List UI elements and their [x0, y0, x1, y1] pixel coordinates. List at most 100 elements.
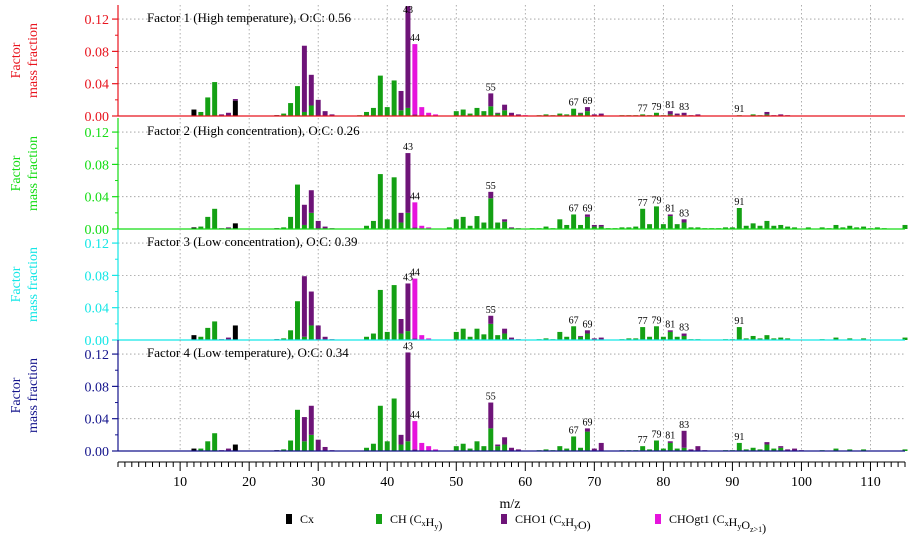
- peak-label-69: 69: [582, 203, 592, 214]
- bar-mz31-cho1: [322, 336, 328, 340]
- peak-label-81: 81: [665, 319, 675, 330]
- bar-mz18-cx: [232, 100, 238, 116]
- bar-mz55-cho1: [488, 191, 494, 199]
- bar-mz105-ch: [833, 224, 839, 229]
- y-axis-label: mass fraction: [26, 247, 41, 322]
- bar-mz27-ch: [295, 86, 300, 116]
- bar-mz65-ch: [557, 331, 563, 340]
- bar-mz82-ch: [674, 224, 680, 229]
- bar-mz29-cho1: [308, 190, 314, 213]
- bar-mz69-ch: [584, 431, 590, 451]
- bar-mz43-cho1: [405, 6, 411, 108]
- bar-mz17-cho1: [225, 448, 231, 451]
- bar-mz84-ch: [688, 227, 694, 229]
- bar-mz83-cho1: [681, 219, 687, 223]
- bar-mz93-ch: [750, 223, 756, 229]
- bar-mz40-ch: [384, 107, 390, 116]
- bar-mz56-cho1: [495, 444, 501, 447]
- bar-mz69-cho1: [584, 428, 590, 432]
- bar-mz52-ch: [467, 113, 473, 116]
- bar-mz29-cho1: [308, 74, 314, 106]
- bar-mz44-chogt1: [412, 278, 418, 339]
- legend-swatch-cx: [286, 514, 292, 524]
- bar-mz44-chogt1: [412, 202, 418, 228]
- bar-mz50-ch: [453, 219, 459, 229]
- bar-mz81-cho1: [667, 214, 673, 217]
- bar-mz96-ch: [771, 338, 777, 340]
- peak-label-81: 81: [665, 100, 675, 111]
- bar-mz39-ch: [377, 289, 383, 340]
- bar-mz97-cho1: [778, 446, 784, 448]
- bar-mz14-ch: [205, 441, 211, 451]
- y-axis-label: Factor: [9, 155, 24, 191]
- bar-mz46-chogt1: [426, 112, 432, 116]
- bar-mz70-cho1: [591, 224, 597, 227]
- bar-mz50-ch: [453, 111, 459, 116]
- bar-mz44-cho1: [412, 449, 418, 451]
- bar-mz43-cho1: [405, 153, 411, 213]
- bar-mz115-ch: [902, 224, 908, 229]
- bar-mz115-ch: [902, 449, 908, 451]
- bar-mz44-chogt1: [412, 44, 418, 115]
- bar-mz26-ch: [288, 330, 294, 340]
- bar-mz27-ch: [295, 301, 300, 340]
- bar-mz45-chogt1: [419, 107, 425, 116]
- panel-1: 0.00 0.04 0.08 0.12 Factor mass fraction Facto…: [9, 5, 905, 125]
- bar-mz105-ch: [833, 448, 839, 451]
- bar-mz77-ch: [640, 327, 646, 340]
- x-tick-label: 50: [449, 475, 463, 490]
- bar-mz29-cho1: [308, 405, 314, 435]
- bar-mz95-ch: [764, 114, 770, 116]
- bar-mz15-ch: [212, 208, 218, 229]
- bar-mz46-chogt1: [426, 446, 432, 451]
- bar-mz30-cho1: [315, 220, 321, 229]
- bar-mz27-ch: [295, 409, 300, 451]
- bar-mz39-ch: [377, 405, 383, 451]
- bar-mz30-cho1: [315, 99, 321, 116]
- x-tick-label: 100: [791, 475, 812, 490]
- peak-label-77: 77: [638, 316, 648, 327]
- bar-mz98-ch: [785, 338, 791, 340]
- x-tick-label: 20: [242, 475, 256, 490]
- bar-mz38-ch: [370, 443, 376, 451]
- y-axis-label: Factor: [9, 42, 24, 78]
- bar-mz71-cho1: [598, 442, 604, 451]
- bar-mz82-ch: [674, 336, 680, 340]
- bar-mz69-cho1: [584, 107, 590, 112]
- bar-mz109-ch: [861, 226, 867, 229]
- peak-label-91: 91: [734, 197, 744, 208]
- bar-mz82-ch: [674, 448, 680, 451]
- peak-label-79: 79: [651, 430, 661, 441]
- legend-swatch-ch: [376, 514, 382, 524]
- x-tick-label: 90: [725, 475, 739, 490]
- panel-4: 0.00 0.04 0.08 0.12 Factor mass fraction Facto…: [9, 340, 908, 460]
- bar-mz50-ch: [453, 331, 459, 340]
- bar-mz25-ch: [281, 449, 287, 451]
- bar-mz56-cho1: [495, 112, 501, 114]
- bar-mz68-cho1: [578, 112, 584, 114]
- bar-mz42-ch: [398, 333, 404, 340]
- bar-mz81-ch: [667, 331, 673, 340]
- bar-mz95-ch: [764, 220, 770, 229]
- peak-label-91: 91: [734, 432, 744, 443]
- bar-mz31-cho1: [322, 226, 328, 229]
- bar-mz18-cx: [232, 444, 238, 451]
- bar-mz42-cho1: [398, 319, 404, 334]
- peak-label-79: 79: [651, 195, 661, 206]
- bar-mz76-ch: [633, 226, 639, 229]
- bar-mz53-ch: [474, 328, 480, 340]
- bar-mz68-ch: [578, 336, 584, 340]
- bar-mz37-ch: [364, 336, 370, 340]
- bar-mz95-ch: [764, 335, 770, 340]
- bar-mz18-cx: [232, 223, 238, 229]
- y-axis-label: mass fraction: [26, 358, 41, 433]
- bar-mz80-ch: [660, 224, 666, 229]
- bar-mz66-ch: [564, 224, 570, 229]
- bar-mz67-ch: [571, 214, 577, 229]
- bar-mz51-ch: [460, 216, 466, 229]
- bar-mz71-cho1: [598, 337, 604, 340]
- legend-swatch-chogt1: [655, 514, 661, 524]
- bar-mz55-cho1: [488, 93, 494, 107]
- bar-mz70-cho1: [591, 338, 597, 340]
- y-tick-label: 0.04: [85, 302, 110, 317]
